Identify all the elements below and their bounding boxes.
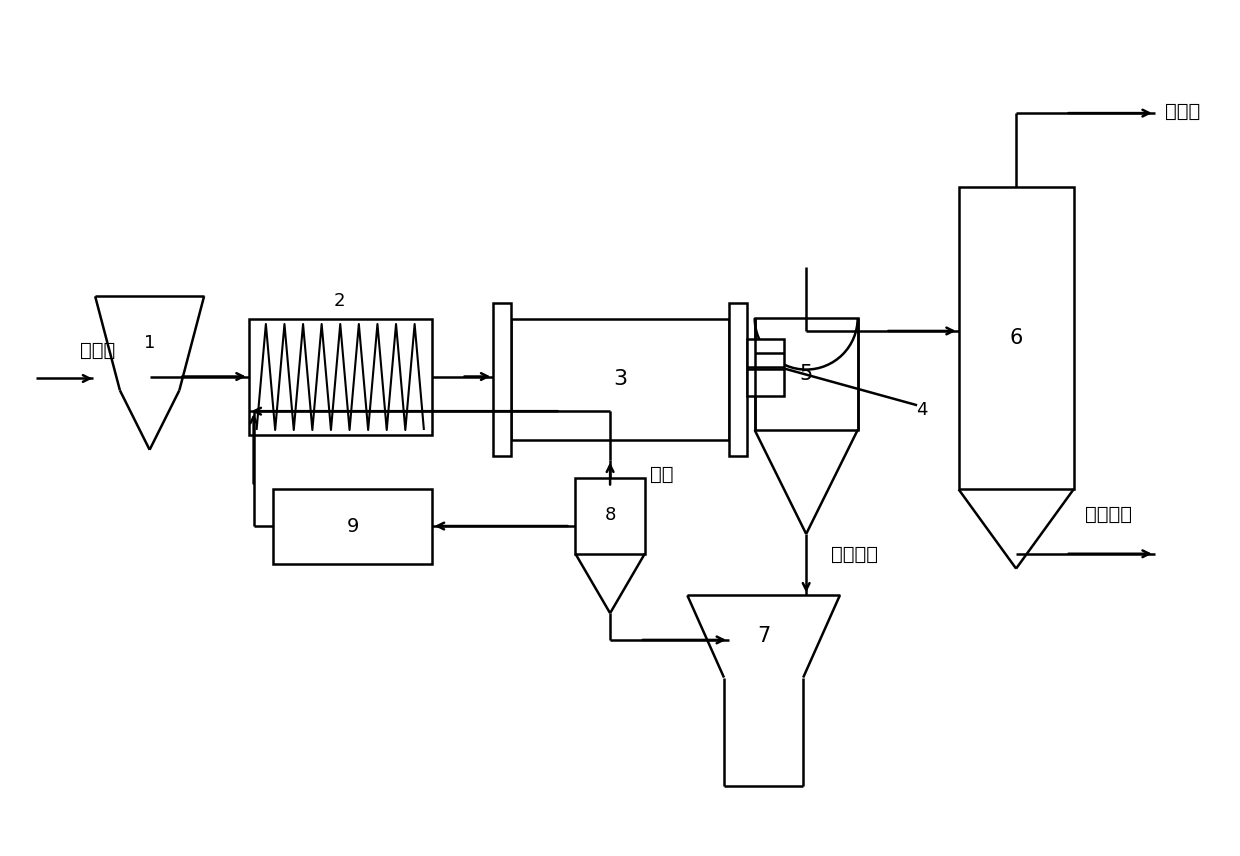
Bar (511, 319, 729, 440)
Bar (575, 478, 645, 554)
Text: 热解气: 热解气 (1164, 102, 1200, 121)
Bar (755, 318, 858, 430)
Text: 9: 9 (346, 516, 358, 536)
Text: 6: 6 (1009, 328, 1023, 348)
Text: 电路板: 电路板 (81, 342, 115, 360)
Text: 5: 5 (800, 364, 812, 383)
Bar (494, 303, 511, 455)
Bar (249, 319, 432, 435)
Text: 8: 8 (604, 506, 616, 524)
Text: 1: 1 (144, 334, 155, 352)
Bar (729, 303, 746, 455)
Text: 载体: 载体 (650, 465, 673, 484)
Bar (746, 369, 785, 396)
Bar (959, 187, 1074, 490)
Text: 2: 2 (334, 292, 346, 310)
Text: 3: 3 (613, 370, 627, 389)
Bar (746, 339, 785, 366)
Text: 7: 7 (756, 626, 770, 646)
Text: 热解残渣: 热解残渣 (831, 545, 878, 564)
Bar (273, 490, 432, 563)
Text: 热解焦油: 热解焦油 (1085, 505, 1132, 524)
Text: 4: 4 (916, 401, 928, 419)
